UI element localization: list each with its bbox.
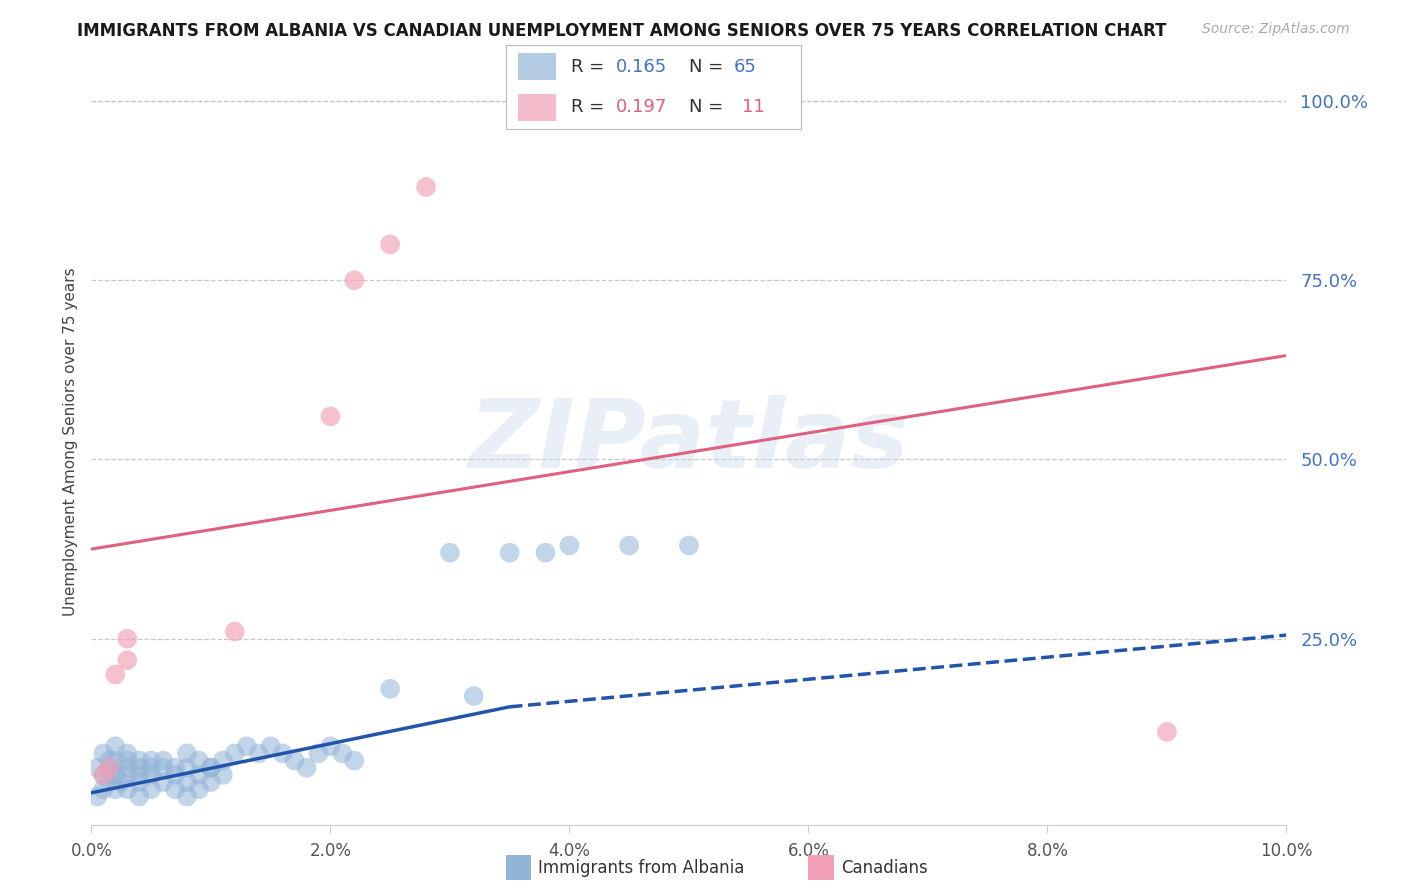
Text: Source: ZipAtlas.com: Source: ZipAtlas.com	[1202, 22, 1350, 37]
Point	[115, 782, 138, 797]
Point	[152, 754, 174, 768]
Point	[499, 546, 522, 560]
Point	[115, 653, 138, 667]
Point	[343, 273, 366, 287]
Point	[224, 624, 246, 639]
Point	[1156, 725, 1178, 739]
Point	[439, 546, 461, 560]
Point	[307, 747, 329, 761]
Point	[200, 761, 222, 775]
Point	[534, 546, 557, 560]
Bar	[517, 54, 557, 80]
Point	[284, 754, 307, 768]
Point	[128, 775, 150, 789]
Point	[98, 761, 121, 775]
Point	[128, 789, 150, 804]
Point	[93, 768, 115, 782]
Point	[163, 761, 186, 775]
Point	[93, 768, 115, 782]
Point	[463, 689, 485, 703]
Point	[128, 768, 150, 782]
Point	[247, 747, 270, 761]
Text: 0.197: 0.197	[616, 98, 666, 116]
Text: IMMIGRANTS FROM ALBANIA VS CANADIAN UNEMPLOYMENT AMONG SENIORS OVER 75 YEARS COR: IMMIGRANTS FROM ALBANIA VS CANADIAN UNEM…	[77, 22, 1167, 40]
Point	[188, 754, 211, 768]
Point	[319, 739, 342, 754]
Text: N =: N =	[689, 98, 735, 116]
Point	[259, 739, 281, 754]
Point	[141, 782, 163, 797]
Point	[141, 768, 163, 782]
Point	[415, 180, 437, 194]
Point	[188, 768, 211, 782]
Point	[163, 768, 186, 782]
Point	[115, 747, 138, 761]
Point	[86, 789, 108, 804]
Bar	[517, 94, 557, 120]
Point	[104, 768, 127, 782]
Text: R =: R =	[571, 98, 610, 116]
Point	[93, 747, 115, 761]
Point	[200, 761, 222, 775]
Point	[235, 739, 259, 754]
Point	[295, 761, 318, 775]
Point	[558, 539, 581, 553]
Point	[98, 754, 121, 768]
Point	[678, 539, 700, 553]
Point	[104, 782, 127, 797]
Point	[332, 747, 354, 761]
Point	[619, 539, 641, 553]
Point	[343, 754, 366, 768]
Point	[115, 632, 138, 646]
Point	[188, 782, 211, 797]
Point	[115, 761, 138, 775]
Text: Immigrants from Albania: Immigrants from Albania	[538, 859, 745, 877]
Point	[128, 754, 150, 768]
Point	[104, 667, 127, 681]
Point	[380, 681, 402, 696]
Point	[128, 761, 150, 775]
Text: 11: 11	[742, 98, 765, 116]
Point	[98, 761, 121, 775]
Point	[104, 754, 127, 768]
Point	[200, 775, 222, 789]
Text: N =: N =	[689, 58, 730, 76]
Point	[163, 782, 186, 797]
Point	[211, 768, 233, 782]
Point	[104, 768, 127, 782]
Point	[271, 747, 294, 761]
Point	[152, 775, 174, 789]
Point	[176, 761, 198, 775]
Y-axis label: Unemployment Among Seniors over 75 years: Unemployment Among Seniors over 75 years	[62, 268, 77, 615]
Point	[152, 761, 174, 775]
Point	[176, 775, 198, 789]
Point	[380, 237, 402, 252]
Text: ZIPatlas: ZIPatlas	[468, 395, 910, 488]
Point	[115, 768, 138, 782]
Text: R =: R =	[571, 58, 610, 76]
Point	[211, 754, 233, 768]
Point	[98, 775, 121, 789]
Point	[176, 789, 198, 804]
Point	[176, 747, 198, 761]
Point	[115, 754, 138, 768]
Text: 0.165: 0.165	[616, 58, 666, 76]
Point	[93, 782, 115, 797]
Point	[110, 775, 132, 789]
Point	[141, 761, 163, 775]
Point	[141, 754, 163, 768]
Point	[104, 739, 127, 754]
Point	[86, 761, 108, 775]
Point	[224, 747, 246, 761]
Point	[319, 409, 342, 424]
Text: Canadians: Canadians	[841, 859, 928, 877]
Text: 65: 65	[734, 58, 756, 76]
